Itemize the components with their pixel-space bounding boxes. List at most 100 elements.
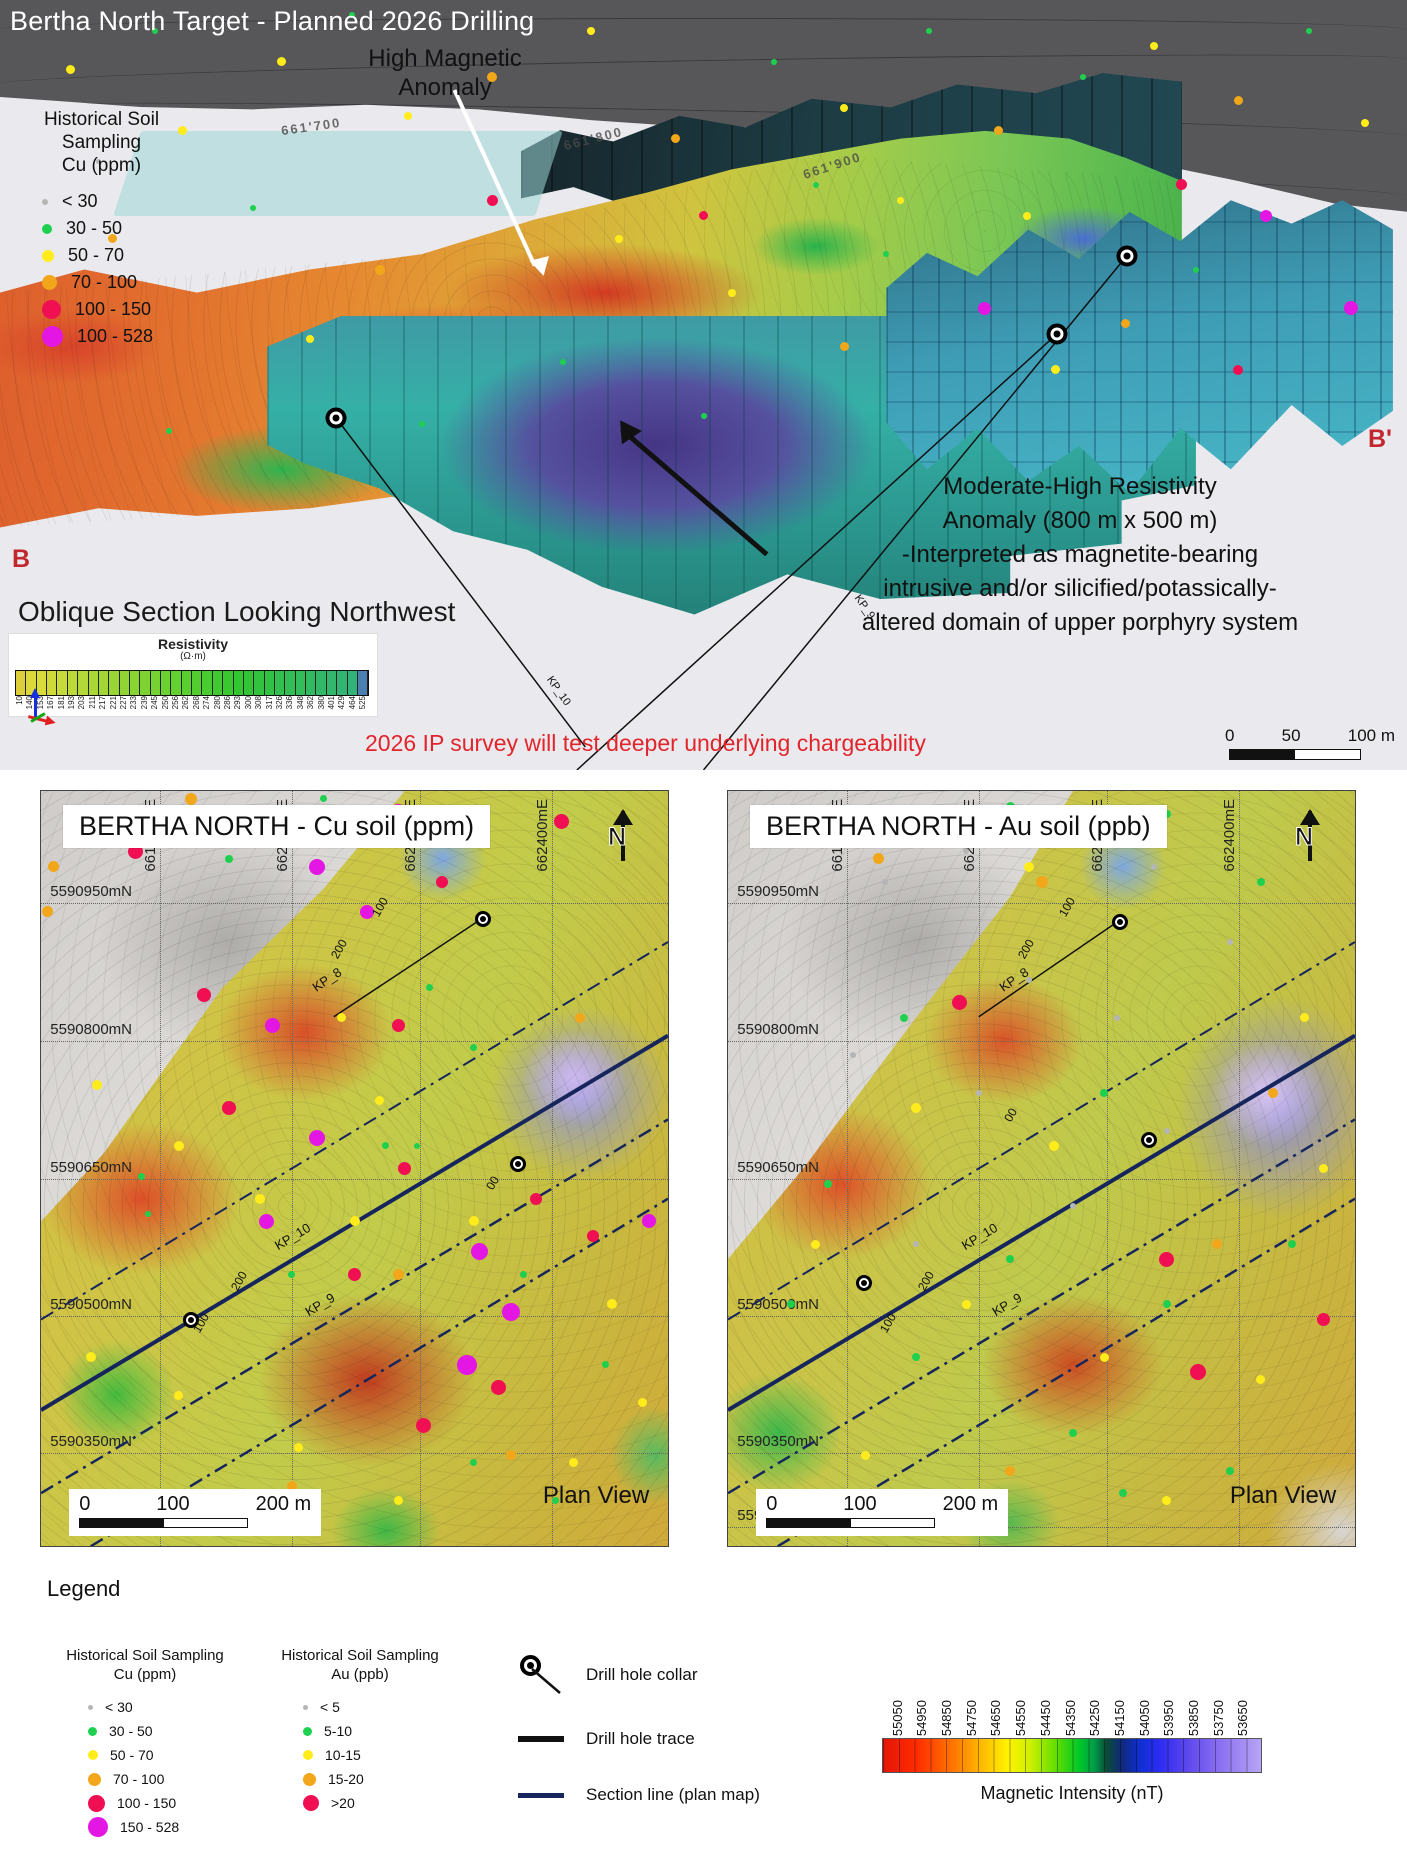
sample-dot	[813, 181, 820, 188]
page-title: Bertha North Target - Planned 2026 Drill…	[10, 6, 535, 36]
element	[80, 1519, 164, 1528]
magnetic-intensity-colorbar: 55050 54950 54850 54750 54650 54550 54450 54350…	[882, 1680, 1262, 1804]
legend-au-items: < 5 5-10 10-15 15-20 >20	[255, 1696, 465, 1814]
drill-hole-trace-icon	[518, 1736, 564, 1742]
resistivity-segment	[109, 671, 120, 695]
resistivity-title: Resistivity	[157, 636, 229, 652]
resistivity-tick-label: 268	[191, 696, 201, 710]
sample-dot	[913, 954, 920, 961]
map-line	[979, 920, 1120, 1017]
sample-dot	[506, 1450, 517, 1461]
sample-dot	[520, 1270, 528, 1278]
sample-dot	[994, 126, 1004, 136]
legend-cu-items: < 30 30 - 50 50 - 70 70 - 100 100 - 150 150 -…	[40, 1696, 250, 1838]
legend-swatch	[42, 198, 48, 205]
resistivity-segment	[233, 671, 244, 695]
scalebar-50: 50	[1281, 726, 1301, 745]
sample-dot	[457, 1354, 478, 1375]
north-arrow-letter: N	[1294, 823, 1314, 852]
sample-dot	[391, 1018, 405, 1032]
sample-dot	[1268, 1088, 1279, 1098]
resistivity-tick-label: 217	[98, 696, 108, 710]
sample-dot	[1300, 1013, 1310, 1022]
sample-dot	[978, 301, 992, 315]
section-marker-b: B	[12, 545, 31, 573]
legend-swatch	[303, 1795, 319, 1811]
sample-dot	[530, 1192, 543, 1205]
legend-swatch	[303, 1704, 308, 1710]
drill-hole-collar-label: Drill hole collar	[586, 1665, 698, 1684]
resistivity-tick-label: 293	[233, 696, 243, 710]
resistivity-tick-label: 326	[275, 696, 284, 710]
legend-swatch	[88, 1750, 98, 1760]
northing-label: 5590650mN	[50, 1159, 132, 1177]
note-line: Moderate-High Resistivity	[943, 473, 1217, 500]
sample-dot	[414, 1142, 421, 1149]
sample-dot	[470, 1459, 478, 1467]
legend-swatch	[303, 1750, 313, 1760]
resistivity-tick-label: 193	[67, 696, 76, 710]
section-and-trace-lines	[728, 791, 1355, 1546]
legend-item: 10-15	[303, 1744, 465, 1766]
sample-dot	[293, 1443, 303, 1453]
northing-gridline	[728, 1527, 1355, 1529]
legend-swatch	[303, 1726, 312, 1736]
sample-dot	[308, 858, 325, 875]
map-line	[728, 1036, 1355, 1410]
scalebar-bar	[1229, 749, 1361, 760]
drill-hole-collar	[1116, 245, 1138, 267]
resistivity-segment	[285, 671, 296, 695]
north-arrow-letter: N	[607, 823, 627, 852]
resistivity-colorbar: Resistivity (Ω·m) 10 140 153 167 181 193 203 21…	[8, 633, 378, 717]
map-scalebar-labels: 0 100 200 m	[79, 1493, 311, 1516]
resistivity-tick-label: 464	[347, 696, 357, 710]
legend-item-label: 70 - 100	[71, 272, 138, 292]
sample-dot	[1225, 1466, 1234, 1475]
resistivity-tick-label: 317	[264, 696, 274, 710]
sample-dot	[348, 1267, 361, 1281]
northing-label: 5590950mN	[737, 882, 819, 900]
sample-dot	[1099, 1352, 1109, 1362]
legend-item: 100 - 150	[88, 1792, 250, 1814]
northing-gridline	[41, 1179, 668, 1181]
sample-dot	[1049, 1140, 1060, 1151]
resistivity-segment	[129, 671, 141, 695]
sample-dot	[553, 813, 569, 829]
section-line-label: Section line (plan map)	[586, 1785, 760, 1804]
sample-dot	[276, 57, 286, 67]
northing-label: 5590950mN	[50, 882, 132, 900]
resistivity-segment	[192, 671, 203, 695]
map-line	[728, 1119, 1355, 1493]
sample-dot	[811, 1239, 821, 1249]
section-marker-b-prime: B'	[1368, 425, 1392, 453]
map-scalebar-label: 200 m	[942, 1493, 999, 1516]
sample-dot	[288, 1270, 296, 1278]
sample-dot	[319, 795, 327, 803]
legend-item-label: 50 - 70	[110, 1747, 154, 1763]
soil-legend-subtitle: Cu (ppm)	[61, 155, 142, 176]
map-scalebar: 0 100 200 m	[69, 1489, 322, 1537]
resistivity-segment	[347, 671, 358, 695]
northing-gridline	[728, 1040, 1355, 1042]
drill-hole-collar	[475, 911, 492, 928]
map-line	[336, 418, 585, 747]
sample-dot	[86, 1352, 97, 1363]
map-scalebar-label: 200 m	[255, 1493, 312, 1516]
map-line	[334, 918, 483, 1017]
note-line: -Interpreted as magnetite-bearing	[901, 541, 1259, 568]
resistivity-segment	[337, 671, 348, 695]
high-magnetic-line1: High Magnetic	[368, 45, 522, 72]
terrain-contour	[0, 18, 1407, 41]
sample-dot	[601, 1361, 609, 1369]
sample-dot	[308, 1130, 325, 1147]
resistivity-units: (Ω·m)	[180, 651, 206, 662]
sample-dot	[1023, 211, 1032, 220]
sample-dot	[486, 194, 498, 206]
resistivity-tick-label: 239	[139, 696, 149, 710]
legend-au-block: Historical Soil Sampling Au (ppb) < 5 5-1…	[255, 1646, 465, 1814]
resistivity-tick-label: 10	[15, 696, 24, 705]
sample-dot	[398, 1162, 412, 1175]
sample-dot	[1360, 119, 1369, 128]
magnetic-tick-label: 53750	[1210, 1699, 1226, 1736]
